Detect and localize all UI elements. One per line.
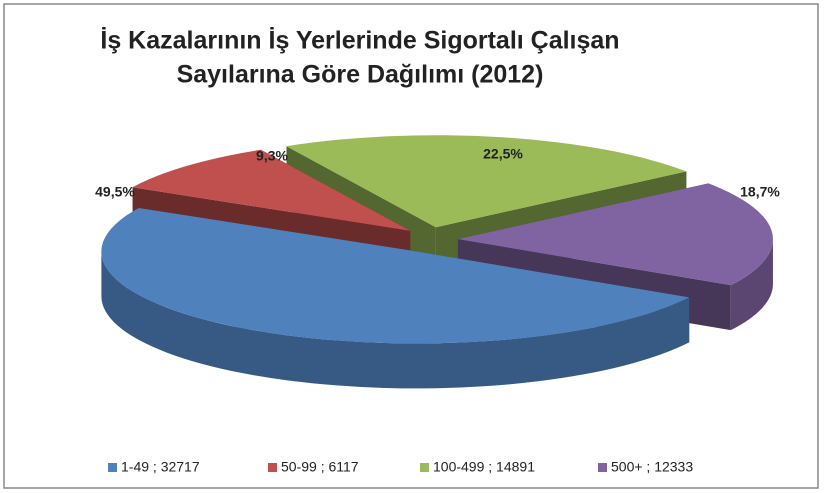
legend-label: 100-499 ; 14891 xyxy=(433,459,535,475)
legend-label: 500+ ; 12333 xyxy=(611,459,693,475)
slice xyxy=(101,207,690,344)
data-label: 49,5% xyxy=(95,184,135,200)
legend-swatch xyxy=(420,463,429,472)
data-label: 9,3% xyxy=(256,148,288,164)
slice xyxy=(132,149,411,231)
chart-title: İş Kazalarının İş Yerlerinde Sigortalı Ç… xyxy=(100,27,619,55)
slice-wall xyxy=(101,251,690,389)
data-label: 22,5% xyxy=(483,146,523,162)
legend-swatch xyxy=(598,463,607,472)
data-label: 18,7% xyxy=(740,184,780,200)
slice xyxy=(457,183,773,286)
legend-swatch xyxy=(108,463,117,472)
legend-swatch xyxy=(268,463,277,472)
chart-title: Sayılarına Göre Dağılımı (2012) xyxy=(177,61,544,89)
legend-label: 50-99 ; 6117 xyxy=(281,459,359,475)
legend-label: 1-49 ; 32717 xyxy=(121,459,200,475)
slice xyxy=(286,135,687,228)
slice-wall xyxy=(730,239,773,331)
